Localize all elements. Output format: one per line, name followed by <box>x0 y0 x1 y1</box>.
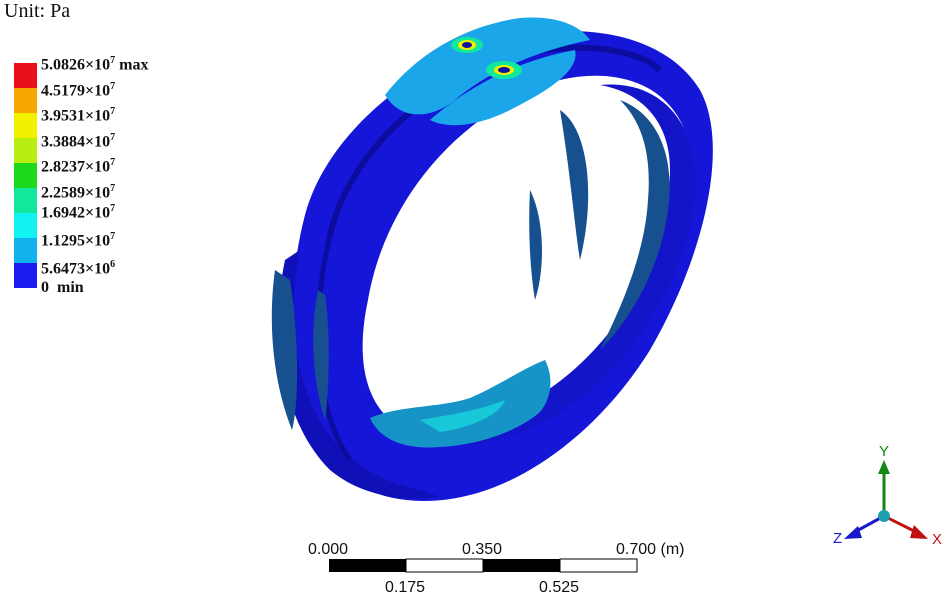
scale-segment-1 <box>329 559 406 572</box>
legend-swatch-6 <box>14 188 37 213</box>
legend-level-4: 3.3884×107 <box>41 132 116 151</box>
legend-swatch-3 <box>14 113 37 138</box>
y-axis-label: Y <box>879 443 889 460</box>
scale-label-175: 0.175 <box>385 579 425 593</box>
hotspot-1-core <box>462 42 472 48</box>
legend-swatch-7 <box>14 213 37 238</box>
x-axis-line <box>883 514 919 535</box>
legend-swatch-2 <box>14 88 37 113</box>
legend-swatch-4 <box>14 138 37 163</box>
legend-level-5: 2.8237×107 <box>41 157 116 176</box>
legend-swatch-8 <box>14 238 37 263</box>
ring-bottom-stress-zone <box>370 360 551 448</box>
legend-swatch-9 <box>14 263 37 288</box>
ring-left-shade-2 <box>313 290 329 420</box>
z-axis-arrow <box>844 526 862 539</box>
scale-segment-3 <box>483 559 560 572</box>
legend-level-9: 5.6473×106 <box>41 259 116 278</box>
legend-level-6: 2.2589×107 <box>41 183 116 202</box>
hotspot-2-core <box>498 67 510 73</box>
legend-level-10: 0 min <box>41 279 84 296</box>
ring-inner-wall-shade-3 <box>529 190 542 300</box>
legend-swatch-1 <box>14 63 37 88</box>
ring-bottom-stress-zone-2 <box>420 400 505 432</box>
z-axis-label: Z <box>833 530 842 547</box>
stress-legend: 5.0826×107 max 4.5179×107 3.9531×107 3.3… <box>14 55 214 303</box>
scale-label-525: 0.525 <box>539 579 579 593</box>
legend-level-2: 4.5179×107 <box>41 81 116 100</box>
ring-top-stress-zone <box>385 17 590 115</box>
ring-top-stress-zone-2 <box>430 50 576 126</box>
legend-level-1: 5.0826×107 max <box>41 55 149 74</box>
triad-origin <box>878 510 890 522</box>
scale-segment-4 <box>559 558 638 573</box>
ring-inner-wall-shade-2 <box>560 110 589 260</box>
x-axis-label: X <box>932 531 942 548</box>
ring-outer-shade <box>278 250 440 499</box>
ring-left-shade-1 <box>271 270 298 430</box>
x-axis-arrow <box>910 525 928 539</box>
y-axis-arrow <box>878 460 890 474</box>
legend-level-7: 1.6942×107 <box>41 203 116 222</box>
unit-label: Unit: Pa <box>4 0 71 22</box>
legend-level-3: 3.9531×107 <box>41 106 116 125</box>
ring-inner-wall <box>370 84 696 446</box>
scale-label-700: 0.700 (m) <box>616 541 684 558</box>
scale-label-350: 0.350 <box>462 541 502 558</box>
ring-inner-wall-shade <box>600 100 670 350</box>
legend-level-8: 1.1295×107 <box>41 231 116 250</box>
legend-swatch-5 <box>14 163 37 188</box>
scale-label-0: 0.000 <box>308 541 348 558</box>
